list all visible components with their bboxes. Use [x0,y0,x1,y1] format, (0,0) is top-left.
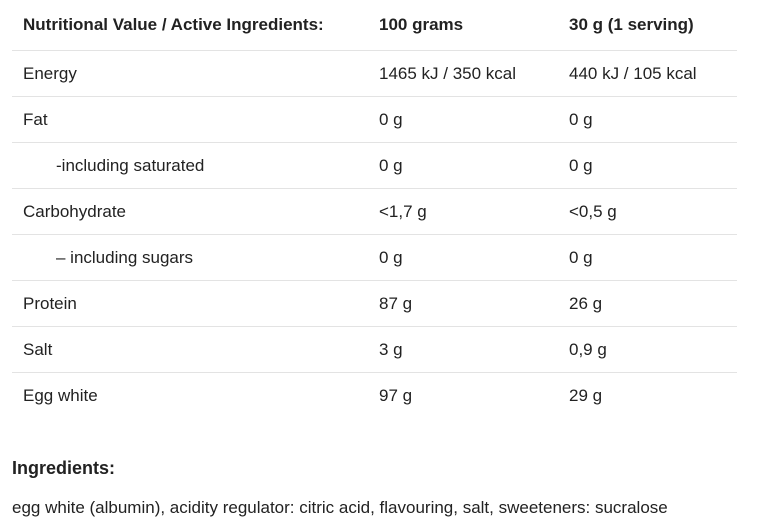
cell: 0 g [558,96,737,143]
cell: 3 g [368,326,558,373]
row: Energy 1465 kJ / 350 kcal 440 kJ / 105 kca… [12,50,737,97]
cell: 0 g [558,234,737,281]
cell: Carbohydrate [12,188,368,235]
header-cell: 100 grams [368,0,558,51]
cell: 87 g [368,280,558,327]
header-cell: Nutritional Value / Active Ingredients: [12,0,368,51]
cell: 440 kJ / 105 kcal [558,50,737,97]
ingredients-title: Ingredients: [12,458,116,478]
cell: 0 g [368,142,558,189]
cell: <1,7 g [368,188,558,235]
cell: 0 g [368,96,558,143]
row: Egg white 97 g 29 g [12,373,737,419]
ingredients-text: egg white (albumin), acidity regulator: … [12,498,668,517]
cell: Fat [12,96,368,143]
cell: Egg white [23,385,98,405]
header-row: Nutritional Value / Active Ingredients: … [12,0,737,51]
cell: 0 g [558,142,737,189]
cell: 97 g [379,385,413,405]
row: Protein 87 g 26 g [12,280,737,327]
row: Salt 3 g 0,9 g [12,326,737,373]
cell: 1465 kJ / 350 kcal [368,50,558,97]
cell: Salt [12,326,368,373]
cell: <0,5 g [558,188,737,235]
header-cell: 30 g (1 serving) [558,0,737,51]
cell: Protein [12,280,368,327]
cell: 0 g [368,234,558,281]
nutrition-table: Nutritional Value / Active Ingredients: … [12,0,737,418]
cell: -including saturated [12,142,368,189]
row: Carbohydrate <1,7 g <0,5 g [12,188,737,235]
cell: Energy [12,50,368,97]
cell: 29 g [569,385,603,405]
cell: – including sugars [12,234,368,281]
cell: 0,9 g [558,326,737,373]
cell: 26 g [558,280,737,327]
